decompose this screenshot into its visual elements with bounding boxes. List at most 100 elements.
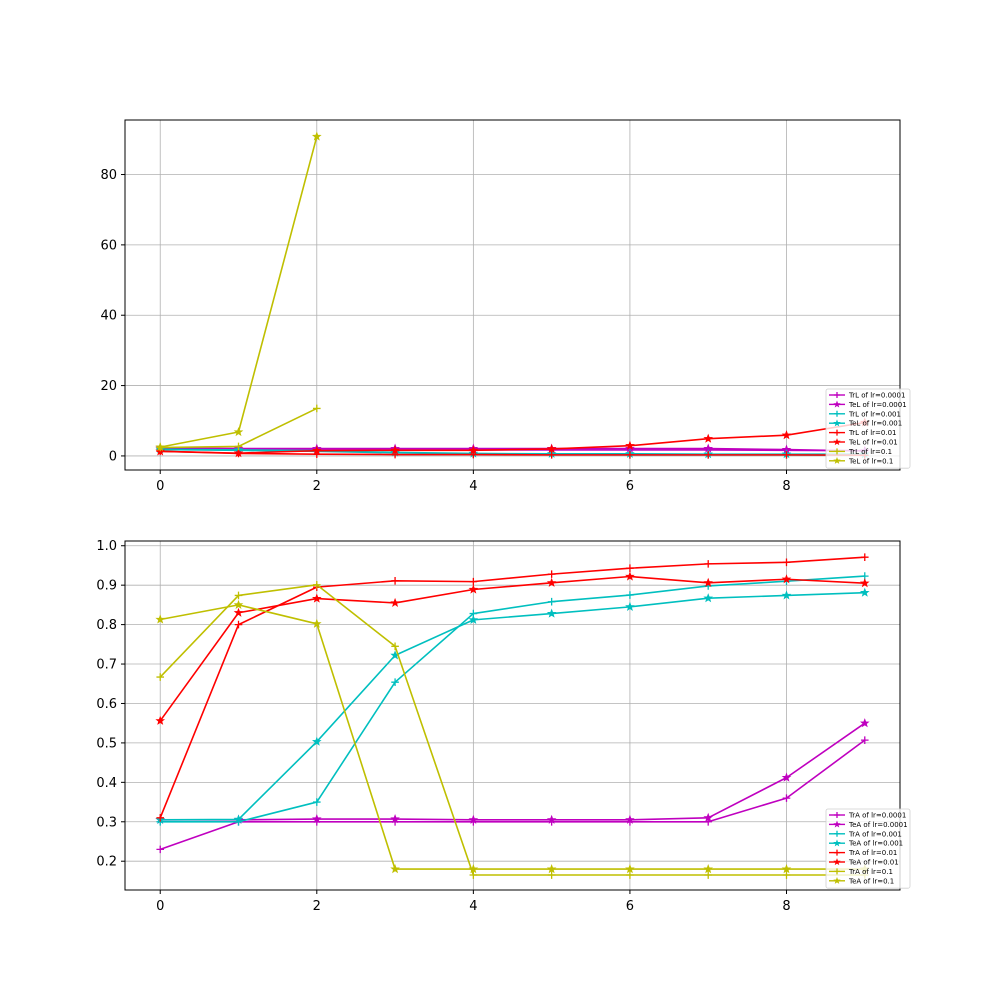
data-point	[704, 560, 713, 568]
data-point	[782, 794, 791, 802]
legend-entry: TeL of lr=0.01	[829, 438, 898, 447]
data-point	[626, 591, 634, 599]
data-point	[859, 718, 870, 728]
y-tick-label: 0.7	[96, 658, 117, 673]
legend-label: TrL of lr=0.1	[848, 448, 892, 456]
y-tick-label: 0.8	[96, 618, 117, 633]
data-point	[233, 426, 244, 437]
y-tick-label: 0.4	[96, 776, 117, 791]
data-point	[546, 443, 557, 453]
data-point	[469, 871, 478, 879]
data-point	[233, 607, 244, 617]
x-tick-label: 6	[626, 479, 634, 494]
legend-label: TeA of lr=0.01	[848, 859, 899, 867]
legend-marker	[834, 429, 840, 436]
data-point	[547, 451, 556, 459]
legend-entry: TeA of lr=0.0001	[829, 820, 908, 829]
data-point	[860, 553, 869, 561]
data-point	[233, 814, 244, 824]
data-point	[390, 813, 400, 824]
legend-marker	[834, 812, 840, 818]
data-point	[547, 871, 556, 879]
data-point	[312, 404, 321, 413]
legend-marker	[833, 400, 841, 408]
data-point	[311, 593, 322, 603]
data-point	[312, 580, 321, 589]
legend-entry: TrL of lr=0.01	[829, 429, 897, 437]
data-point	[703, 577, 714, 587]
data-point	[391, 642, 399, 651]
legend-label: TrA of lr=0.0001	[848, 812, 906, 820]
data-point	[468, 614, 479, 624]
legend-marker	[833, 858, 841, 866]
data-point	[859, 587, 870, 597]
data-point	[859, 578, 870, 588]
data-point	[155, 715, 166, 725]
data-point	[547, 597, 556, 606]
x-tick-label: 8	[782, 899, 790, 914]
legend-entry: TrA of lr=0.01	[829, 849, 897, 857]
data-point	[781, 590, 792, 600]
data-point	[704, 871, 713, 879]
legend-label: TrL of lr=0.001	[848, 410, 901, 418]
data-point	[704, 451, 713, 459]
legend-marker	[834, 392, 840, 398]
data-point	[468, 814, 479, 824]
axes-frame	[124, 540, 901, 891]
legend-marker	[834, 849, 840, 856]
data-point	[546, 608, 557, 618]
data-point	[155, 614, 166, 624]
legend-entry: TeA of lr=0.001	[829, 839, 903, 848]
legend-entry: TrA of lr=0.0001	[829, 812, 906, 820]
series-line	[160, 575, 865, 823]
data-point	[625, 571, 635, 581]
y-tick-label: 0.5	[96, 736, 117, 751]
y-tick-label: 40	[100, 309, 117, 324]
data-point	[781, 430, 792, 440]
data-point	[703, 593, 714, 603]
legend-marker	[833, 438, 841, 446]
legend-entry: TrA of lr=0.1	[829, 868, 893, 876]
data-point	[312, 798, 321, 806]
data-point	[311, 131, 322, 141]
data-point	[234, 442, 243, 451]
data-point	[546, 577, 557, 587]
data-point	[390, 445, 400, 455]
data-point	[703, 433, 714, 443]
data-point	[156, 673, 165, 681]
data-point	[625, 864, 635, 874]
data-point	[391, 678, 399, 686]
series-line	[160, 450, 865, 457]
legend-entry: TeL of lr=0.0001	[829, 400, 907, 409]
legend-label: TrA of lr=0.01	[848, 849, 897, 857]
data-point	[626, 451, 634, 459]
y-tick-label: 0	[109, 449, 117, 464]
x-tick-label: 0	[156, 899, 164, 914]
series-line	[160, 421, 865, 454]
data-point	[547, 570, 556, 578]
data-point	[156, 845, 165, 854]
series-line	[159, 575, 865, 722]
data-point	[626, 871, 634, 879]
legend-label: TeL of lr=0.01	[848, 439, 898, 447]
series-tea-of-lr-0-01	[155, 571, 870, 725]
x-tick-label: 2	[313, 899, 321, 914]
legend-label: TeL of lr=0.001	[848, 420, 902, 428]
legend-entry: TeA of lr=0.01	[829, 858, 899, 867]
legend-label: TrL of lr=0.0001	[848, 392, 905, 400]
data-point	[782, 558, 791, 567]
series-tel-of-lr-0-01	[155, 417, 870, 458]
data-point	[156, 814, 165, 822]
legend-marker	[834, 868, 840, 875]
legend-box	[825, 388, 911, 469]
axes-frame	[124, 119, 901, 471]
y-tick-label: 20	[100, 379, 117, 394]
data-point	[468, 445, 479, 455]
y-tick-label: 0.6	[96, 697, 117, 712]
legend-entry: TeA of lr=0.1	[829, 876, 894, 885]
y-tick-label: 1.0	[96, 539, 117, 554]
series-line	[160, 604, 865, 870]
data-point	[781, 772, 792, 782]
